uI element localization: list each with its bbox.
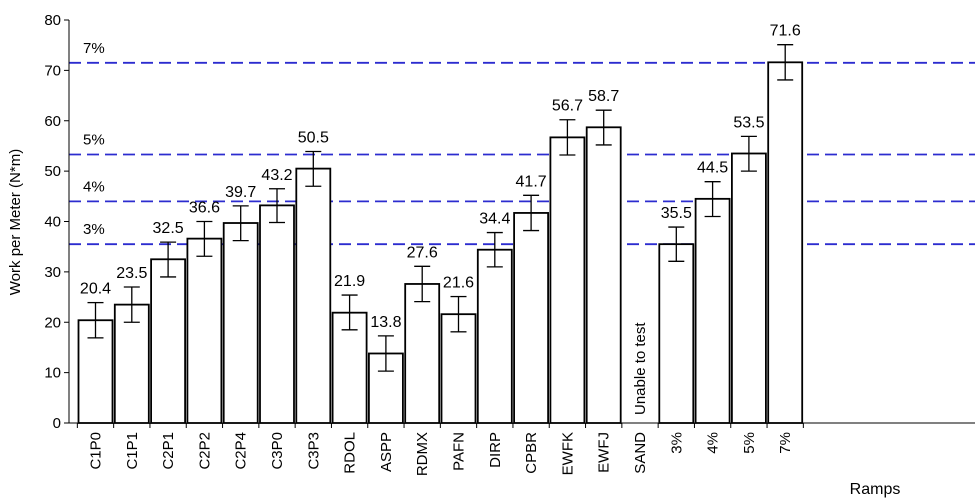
group-label-ramps: Ramps <box>850 481 901 498</box>
x-category-label: EWFJ <box>596 432 613 473</box>
x-category-label: DIRP <box>487 432 504 468</box>
x-category-label: PAFN <box>451 432 468 471</box>
y-tick-label: 40 <box>44 214 61 231</box>
data-label: 20.4 <box>80 281 111 298</box>
y-tick-label: 0 <box>53 415 61 432</box>
x-category-label: C2P4 <box>233 432 250 470</box>
data-label: 50.5 <box>298 129 329 146</box>
data-label: 23.5 <box>116 265 147 282</box>
y-tick-label: 60 <box>44 113 61 130</box>
bar-note: Unable to test <box>632 322 649 415</box>
y-tick-label: 80 <box>44 12 61 29</box>
x-category-label: CPBR <box>523 432 540 474</box>
x-category-label: C1P1 <box>124 432 141 470</box>
x-category-label: 3% <box>668 432 685 454</box>
y-tick-label: 10 <box>44 365 61 382</box>
bar <box>404 283 441 424</box>
y-tick-label: 30 <box>44 264 61 281</box>
x-category-label: RDMX <box>414 432 431 476</box>
y-tick-label: 70 <box>44 62 61 79</box>
x-category-label: 5% <box>741 432 758 454</box>
bars <box>77 61 804 424</box>
bar <box>585 126 622 424</box>
bar <box>658 243 695 424</box>
data-label: 43.2 <box>261 167 292 184</box>
x-category-label: 4% <box>705 432 722 454</box>
data-label: 44.5 <box>697 160 728 177</box>
data-label: 21.9 <box>334 273 365 290</box>
data-label: 41.7 <box>516 173 547 190</box>
data-label: 58.7 <box>588 88 619 105</box>
bar <box>731 152 767 424</box>
y-axis: 0 10 20 30 40 50 60 70 80 <box>44 12 70 432</box>
x-category-label: SAND <box>632 432 649 474</box>
x-category-label: EWFK <box>559 432 576 475</box>
data-label: 34.4 <box>479 211 510 228</box>
y-axis-label: Work per Meter (N*m) <box>7 149 24 295</box>
error-bars <box>87 44 794 372</box>
value-labels: 20.4 23.5 32.5 36.6 39.7 43.2 50.5 21.9 13.8 27.6… <box>80 23 801 415</box>
x-category-label: ASPP <box>378 432 395 472</box>
reference-line-label: 3% <box>83 221 105 238</box>
bar <box>259 204 295 424</box>
bar <box>222 222 259 424</box>
data-label: 27.6 <box>407 244 438 261</box>
data-label: 71.6 <box>770 23 801 40</box>
x-category-label: C2P1 <box>160 432 177 470</box>
bar <box>150 258 187 424</box>
y-tick-label: 20 <box>44 314 61 331</box>
bar <box>476 248 513 424</box>
x-axis: C1P0 C1P1 C2P1 C2P2 C2P4 C3P0 C3P3 RDOL ASPP RDMX… <box>69 422 975 476</box>
bar <box>549 136 586 424</box>
data-label: 53.5 <box>733 114 764 131</box>
data-label: 56.7 <box>552 98 583 115</box>
reference-line-label: 5% <box>83 132 105 149</box>
bar <box>186 237 223 424</box>
data-label: 32.5 <box>153 220 184 237</box>
data-label: 21.6 <box>443 275 474 292</box>
x-category-label: RDOL <box>342 432 359 474</box>
bar <box>513 212 549 424</box>
bar <box>694 197 731 424</box>
bar <box>767 61 804 424</box>
data-label: 36.6 <box>189 200 220 217</box>
y-tick-label: 50 <box>44 163 61 180</box>
reference-line-label: 7% <box>83 40 105 57</box>
data-label: 39.7 <box>225 184 256 201</box>
x-category-label: C3P0 <box>269 432 286 470</box>
x-category-label: 7% <box>777 432 794 454</box>
data-label: 35.5 <box>661 205 692 222</box>
bar <box>295 167 332 424</box>
reference-line-label: 4% <box>83 178 105 195</box>
x-category-label: C3P3 <box>305 432 322 470</box>
x-category-label: C2P2 <box>196 432 213 470</box>
data-label: 13.8 <box>370 314 401 331</box>
x-category-label: C1P0 <box>88 432 105 470</box>
